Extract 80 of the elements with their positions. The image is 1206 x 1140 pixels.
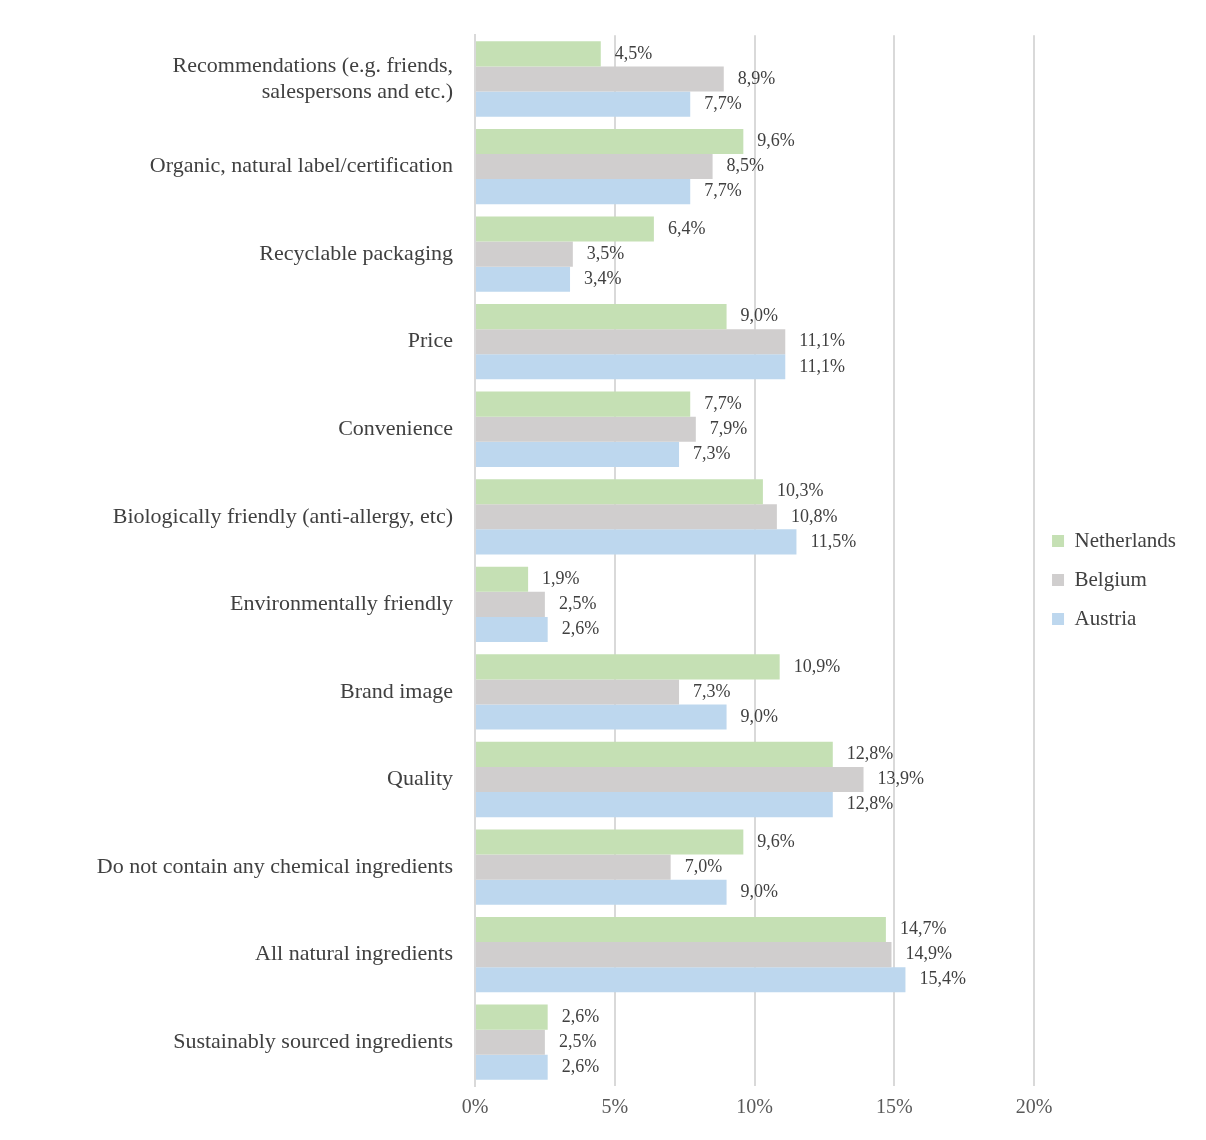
y-tick-label: Organic, natural label/certification [149,152,453,178]
bar [476,479,763,505]
bar [476,917,886,943]
data-label: 9,0% [740,305,779,326]
data-label: 3,4% [584,267,622,288]
bar [476,91,691,117]
bar [476,529,797,555]
data-label: 7,7% [704,180,742,201]
data-label: 14,9% [905,943,952,964]
data-label: 6,4% [667,217,706,238]
y-tick-label: Biologically friendly (anti-allergy, etc) [112,502,453,528]
y-tick-label: Environmentally friendly [230,590,453,616]
data-label: 2,5% [558,593,597,614]
data-label: 10,9% [793,655,841,676]
bar [476,128,744,154]
legend-label: Belgium [1074,566,1147,591]
y-tick-label: Recyclable packaging [259,239,453,265]
data-label: 12,8% [846,743,894,764]
bar [476,741,833,767]
bar [476,879,727,905]
legend-label: Netherlands [1074,527,1177,552]
data-label: 12,8% [846,793,894,814]
data-label: 8,5% [726,155,765,176]
x-tick-label: 0% [461,1095,489,1118]
data-label: 2,6% [561,1056,600,1077]
bar [476,1054,548,1080]
data-label: 7,3% [693,680,731,701]
bar [476,967,906,993]
bar [476,704,727,730]
y-tick-label: All natural ingredients [255,940,453,966]
bar [476,304,727,330]
data-label: 11,1% [799,355,846,376]
data-label: 10,3% [776,480,824,501]
bar [476,41,601,67]
bar [476,829,744,855]
bar [476,566,529,592]
bar [476,391,691,417]
data-label: 2,6% [561,1005,600,1026]
data-label: 15,4% [919,968,966,989]
data-label: 13,9% [877,768,925,789]
data-label: 7,7% [704,392,742,413]
data-label: 3,5% [586,242,625,263]
data-label: 10,8% [790,505,838,526]
data-label: 9,6% [757,130,795,151]
bar [476,441,680,467]
data-label: 7,7% [704,92,742,113]
y-tick-label: Sustainably sourced ingredients [173,1028,453,1053]
bar [476,179,691,205]
bar [476,354,786,380]
x-tick-label: 15% [875,1095,913,1118]
x-tick-label: 10% [736,1095,773,1118]
y-tick-label: Convenience [338,415,453,441]
legend-label: Austria [1074,605,1138,630]
data-label: 2,5% [558,1030,597,1051]
data-label: 7,0% [684,855,723,876]
data-label: 7,9% [709,417,748,438]
bar [476,216,654,242]
data-label: 11,5% [810,530,857,551]
y-tick-label: Recommendations (e.g. friends, salespersons and etc.) [172,51,453,103]
data-label: 9,6% [757,830,795,851]
bar [476,616,548,643]
x-tick-label: 5% [601,1095,629,1118]
data-label: 2,6% [561,618,600,639]
bar [476,792,833,818]
x-tick-label: 20% [1015,1095,1053,1118]
y-tick-label: Quality [387,765,453,791]
y-tick-label: Do not contain any chemical ingredients [96,852,453,878]
y-tick-label: Brand image [339,677,453,703]
data-label: 11,1% [799,330,846,351]
data-label: 4,5% [614,42,653,63]
y-tick-label: Price [407,327,453,353]
data-label: 14,7% [899,918,947,939]
bar [476,1004,548,1030]
data-label: 9,0% [740,705,779,726]
data-label: 8,9% [737,67,776,88]
data-label: 9,0% [740,880,779,901]
data-label: 7,3% [693,443,731,464]
bar [476,266,571,292]
bar [476,654,780,680]
data-label: 1,9% [542,568,580,589]
